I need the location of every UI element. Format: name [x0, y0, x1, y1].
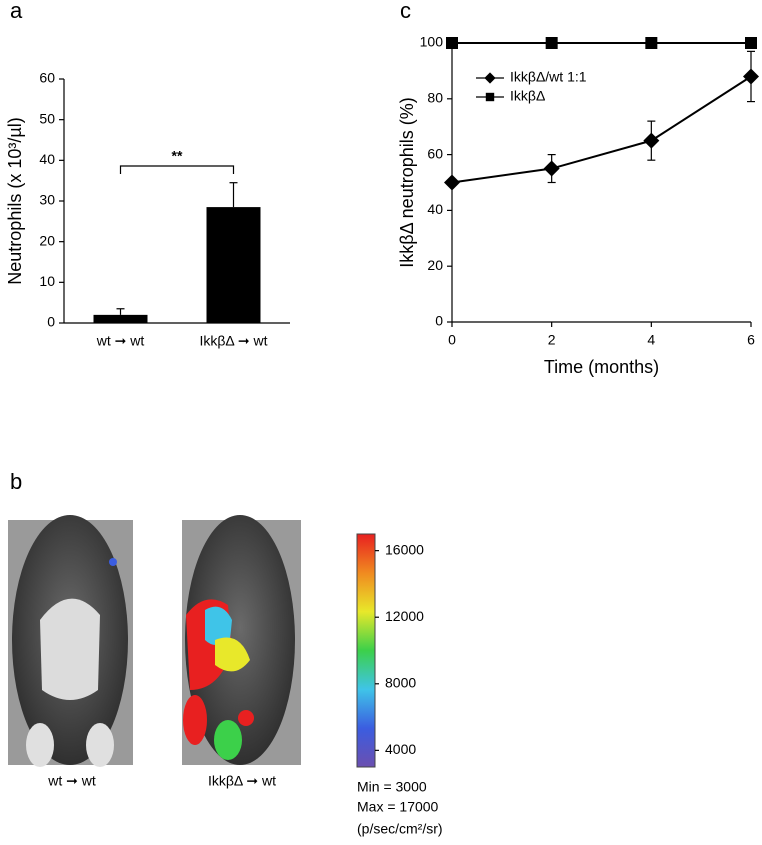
min-label: Min = 3000 — [357, 779, 427, 795]
y-tick-label: 80 — [427, 90, 443, 106]
y-tick-label: 0 — [47, 314, 55, 330]
colorbar-tick-label: 8000 — [385, 674, 416, 690]
significance-label: ** — [172, 148, 183, 164]
colorbar-tick-label: 12000 — [385, 608, 424, 624]
y-tick-label: 60 — [39, 70, 55, 86]
marker — [543, 160, 560, 177]
legend-label: IkkβΔ — [510, 88, 545, 104]
marker — [743, 68, 759, 85]
unit-label: (p/sec/cm²/sr) — [357, 821, 443, 837]
bar — [93, 314, 148, 323]
x-tick-label: 4 — [647, 332, 655, 348]
marker — [484, 72, 496, 84]
marker — [446, 37, 458, 49]
image-caption: IkkβΔ ➞ wt — [208, 773, 276, 789]
mouse-image-1 — [8, 515, 133, 767]
y-tick-label: 20 — [39, 232, 55, 248]
colorbar — [356, 533, 376, 768]
panel-label: c — [400, 0, 411, 23]
x-tick-label: 0 — [448, 332, 456, 348]
colorbar-tick-label: 16000 — [385, 541, 424, 557]
x-tick-label: 2 — [548, 332, 556, 348]
significance-bracket — [119, 165, 235, 174]
series-line — [451, 75, 752, 184]
marker — [745, 37, 757, 49]
colorbar-tick-label: 4000 — [385, 741, 416, 757]
marker — [545, 37, 558, 49]
y-axis-label: IkkβΔ neutrophils (%) — [397, 97, 417, 267]
x-tick-label: wt ➞ wt — [96, 333, 145, 349]
panel-label: a — [10, 0, 23, 23]
y-tick-label: 100 — [420, 34, 444, 50]
marker — [444, 174, 460, 191]
max-label: Max = 17000 — [357, 799, 439, 815]
x-axis-label: Time (months) — [544, 357, 659, 377]
panel-label: b — [10, 469, 22, 494]
y-tick-label: 50 — [39, 110, 55, 126]
y-tick-label: 0 — [435, 313, 443, 329]
mouse-image-2 — [182, 515, 301, 765]
x-tick-label: 6 — [747, 332, 755, 348]
y-tick-label: 60 — [427, 145, 443, 161]
y-axis-label: Neutrophils (x 10³/µl) — [5, 117, 25, 284]
x-tick-label: IkkβΔ ➞ wt — [199, 333, 267, 349]
y-tick-label: 40 — [427, 201, 443, 217]
y-tick-label: 40 — [39, 151, 55, 167]
y-tick-label: 10 — [39, 273, 55, 289]
y-tick-label: 30 — [39, 192, 55, 208]
image-caption: wt ➞ wt — [47, 773, 96, 789]
marker — [645, 37, 658, 49]
marker — [643, 132, 660, 149]
marker — [485, 92, 495, 102]
legend-label: IkkβΔ/wt 1:1 — [510, 69, 587, 85]
bar — [206, 207, 261, 323]
y-tick-label: 20 — [427, 257, 443, 273]
